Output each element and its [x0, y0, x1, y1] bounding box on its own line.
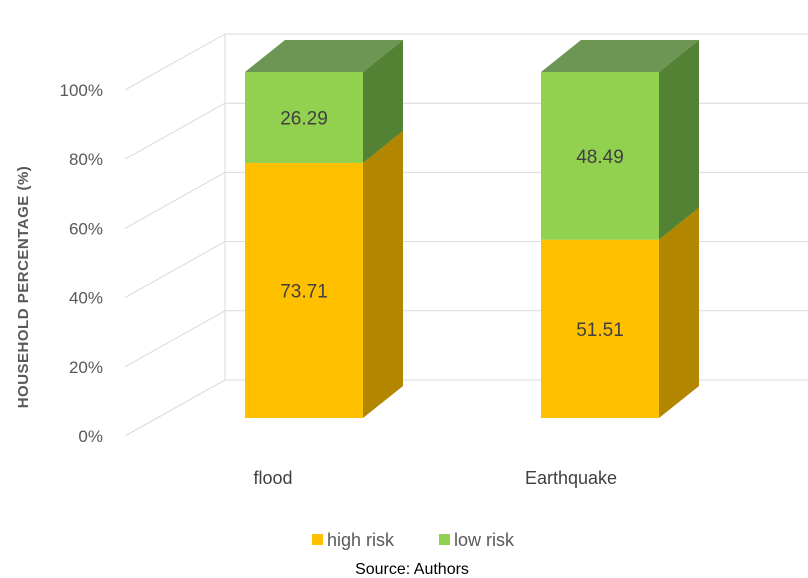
gridline-side [124, 379, 226, 437]
y-tick-label: 40% [69, 289, 103, 308]
legend-label: low risk [454, 530, 515, 550]
gridline-side [124, 102, 226, 160]
legend: high risk low risk [312, 530, 515, 550]
legend-swatch [439, 534, 450, 545]
data-label: 48.49 [576, 147, 624, 168]
gridline-side [124, 33, 226, 91]
legend-swatch [312, 534, 323, 545]
bar-side-1-0 [659, 207, 699, 418]
data-label: 73.71 [280, 281, 328, 302]
category-label: Earthquake [525, 468, 617, 488]
gridlines [124, 33, 808, 437]
bar-top-0 [245, 40, 403, 72]
data-label: 51.51 [576, 320, 624, 341]
bar-front-1-1 [541, 72, 659, 240]
category-labels: flood Earthquake [253, 468, 617, 488]
data-label: 26.29 [280, 108, 328, 129]
legend-label: high risk [327, 530, 395, 550]
y-tick-label: 80% [69, 150, 103, 169]
bar-top-1 [541, 40, 699, 72]
y-tick-label: 60% [69, 219, 103, 238]
source-note: Source: Authors [355, 561, 469, 578]
bar-side-0-1 [363, 40, 403, 163]
bar-front-0-0 [245, 162, 363, 418]
category-label: flood [253, 468, 292, 488]
y-tick-label: 0% [78, 427, 103, 446]
gridline-side [124, 310, 226, 368]
y-tick-label: 20% [69, 358, 103, 377]
gridline-side [124, 171, 226, 229]
gridline-side [124, 241, 226, 299]
bar-side-1-1 [659, 40, 699, 240]
bar-front-1-0 [541, 239, 659, 418]
bars: 73.71 26.29 51.51 48.49 [245, 40, 699, 419]
y-tick-label: 100% [60, 81, 103, 100]
y-axis-label: HOUSEHOLD PERCENTAGE (%) [15, 166, 32, 409]
bar-side-0-0 [363, 130, 403, 419]
y-tick-labels: 0% 20% 40% 60% 80% 100% [60, 81, 103, 446]
bar-front-0-1 [245, 72, 363, 163]
